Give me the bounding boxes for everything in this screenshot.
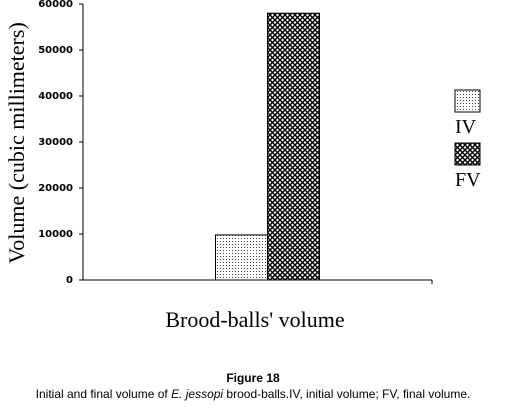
caption-species: E. jessopi xyxy=(171,387,223,401)
y-tick-label: 50000 xyxy=(38,45,73,56)
y-tick-label: 20000 xyxy=(38,183,73,194)
caption-text: brood-balls.IV, initial volume; FV, fina… xyxy=(223,387,470,401)
y-tick-label: 60000 xyxy=(38,0,73,10)
y-tick-label: 30000 xyxy=(38,137,73,148)
y-tick-label: 10000 xyxy=(38,229,73,240)
legend-swatch xyxy=(454,142,481,166)
y-axis-label: Volume (cubic millimeters) xyxy=(4,22,29,264)
legend-label: IV xyxy=(455,116,477,138)
bar xyxy=(267,12,320,281)
legend-label: FV xyxy=(455,169,481,191)
legend-swatch xyxy=(454,89,481,113)
figure-title: Figure 18 xyxy=(226,371,280,385)
x-axis-label: Brood-balls' volume xyxy=(165,307,344,332)
y-tick-label: 40000 xyxy=(38,91,73,102)
y-tick-label: 0 xyxy=(66,275,73,286)
caption-text: Initial and final volume of xyxy=(36,387,171,401)
figure-caption: Initial and final volume of E. jessopi b… xyxy=(36,387,471,401)
bar xyxy=(215,234,268,281)
